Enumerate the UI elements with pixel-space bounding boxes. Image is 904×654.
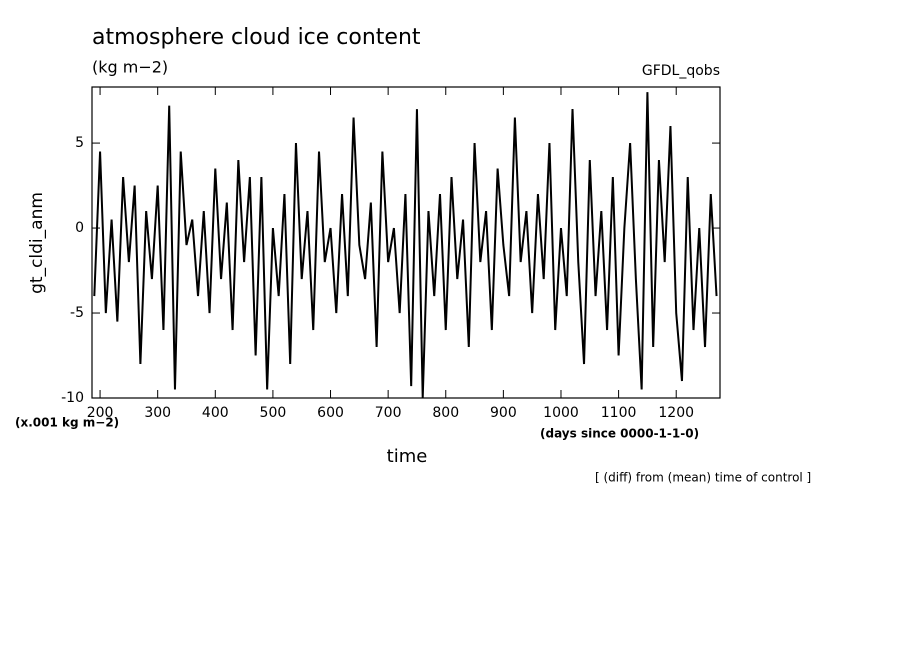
- y-tick-label: 0: [75, 220, 84, 236]
- plot-frame: [91, 86, 721, 399]
- x-tick-label: 1100: [601, 405, 637, 421]
- x-tick-label: 600: [317, 405, 344, 421]
- chart-title: atmosphere cloud ice content: [92, 25, 421, 50]
- x-tick-label: 1000: [543, 405, 579, 421]
- data-line: [93, 92, 718, 399]
- x-tick-label: 400: [202, 405, 229, 421]
- y-tick-label: -10: [61, 390, 84, 406]
- x-tick-label: 700: [375, 405, 402, 421]
- y-axis-label: gt_cldi_anm: [27, 192, 47, 294]
- y-units: (x.001 kg m−2): [15, 416, 119, 430]
- y-tick-label: -5: [70, 305, 84, 321]
- x-tick-label: 1200: [658, 405, 694, 421]
- x-tick-label: 900: [490, 405, 517, 421]
- model-label: GFDL_qobs: [642, 63, 720, 79]
- x-tick-label: 200: [87, 405, 114, 421]
- x-tick-label: 500: [260, 405, 287, 421]
- x-tick-label: 300: [144, 405, 171, 421]
- x-axis-label: time: [387, 446, 428, 467]
- x-units: (days since 0000-1-1-0): [540, 427, 699, 441]
- note: [ (diff) from (mean) time of control ]: [595, 471, 811, 485]
- x-tick-label: 800: [432, 405, 459, 421]
- y-tick-label: 5: [75, 135, 84, 151]
- chart-subtitle: (kg m−2): [92, 58, 168, 77]
